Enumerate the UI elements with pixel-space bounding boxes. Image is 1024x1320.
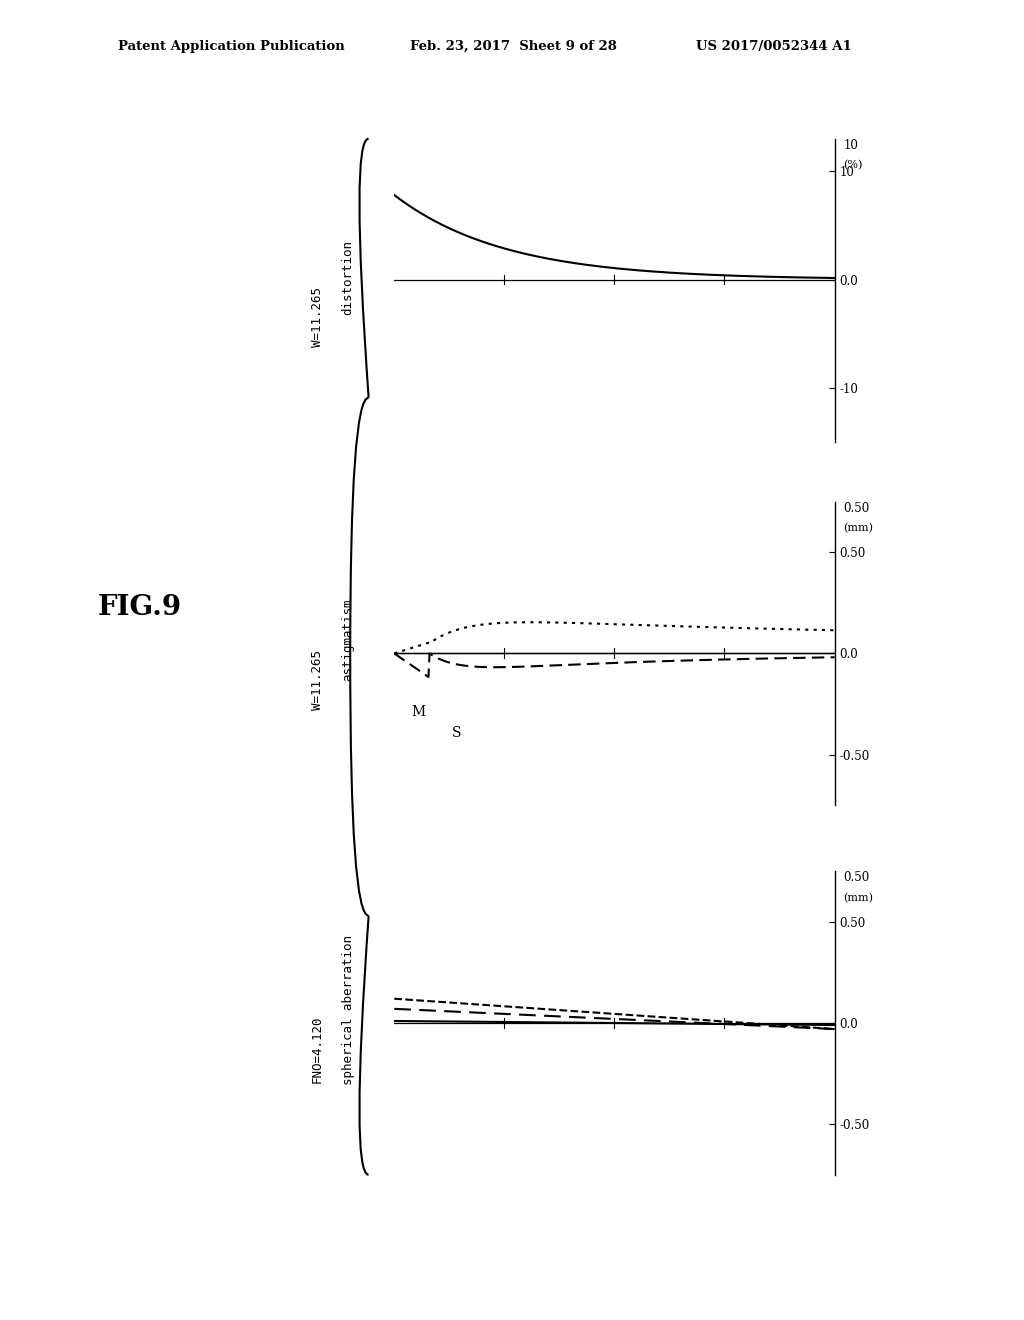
Text: (mm): (mm) bbox=[844, 892, 873, 903]
Text: US 2017/0052344 A1: US 2017/0052344 A1 bbox=[696, 40, 852, 53]
Text: distortion: distortion bbox=[342, 240, 354, 314]
Text: (%): (%) bbox=[844, 160, 863, 170]
Text: (mm): (mm) bbox=[844, 523, 873, 533]
Text: astigmatism: astigmatism bbox=[342, 599, 354, 681]
Text: Patent Application Publication: Patent Application Publication bbox=[118, 40, 344, 53]
Text: S: S bbox=[452, 726, 461, 741]
Text: W=11.265: W=11.265 bbox=[311, 649, 324, 710]
Text: M: M bbox=[412, 705, 426, 719]
Text: 0.50: 0.50 bbox=[844, 871, 869, 884]
Text: 10: 10 bbox=[844, 139, 858, 152]
Text: W=11.265: W=11.265 bbox=[311, 286, 324, 347]
Text: Feb. 23, 2017  Sheet 9 of 28: Feb. 23, 2017 Sheet 9 of 28 bbox=[410, 40, 616, 53]
Text: 0.50: 0.50 bbox=[844, 502, 869, 515]
Text: FNO=4.120: FNO=4.120 bbox=[311, 1015, 324, 1084]
Text: spherical aberration: spherical aberration bbox=[342, 935, 354, 1085]
Text: FIG.9: FIG.9 bbox=[97, 594, 181, 620]
